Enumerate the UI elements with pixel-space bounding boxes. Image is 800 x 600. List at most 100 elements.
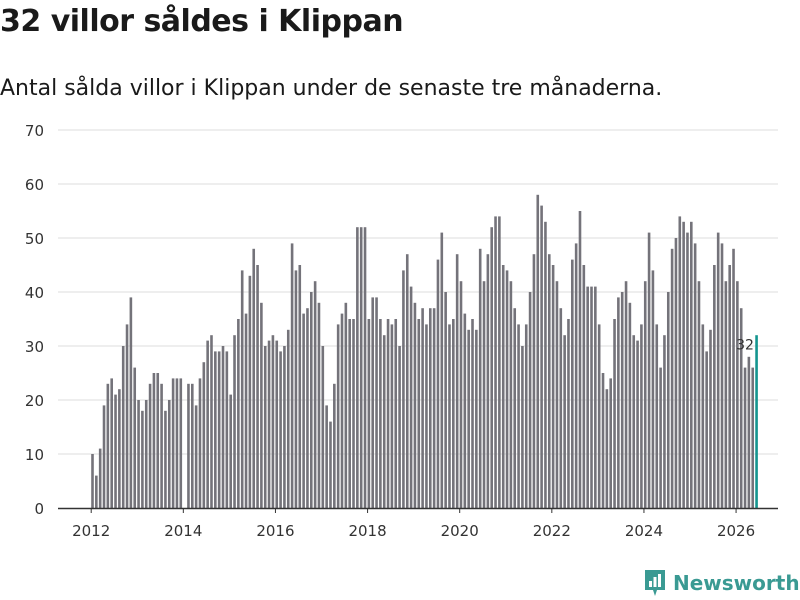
bar[interactable] bbox=[690, 221, 693, 509]
bar[interactable] bbox=[210, 335, 213, 508]
bar[interactable] bbox=[248, 275, 252, 508]
bar[interactable] bbox=[125, 324, 129, 508]
bar[interactable] bbox=[478, 248, 482, 509]
bar[interactable] bbox=[682, 221, 685, 509]
bar[interactable] bbox=[751, 367, 755, 508]
bar[interactable] bbox=[333, 383, 336, 508]
newsworthy-logo[interactable]: Newsworthy bbox=[643, 568, 800, 598]
bar[interactable] bbox=[651, 270, 655, 508]
bar[interactable] bbox=[643, 281, 647, 508]
bar[interactable] bbox=[663, 335, 666, 508]
bar[interactable] bbox=[102, 405, 106, 508]
bar[interactable] bbox=[482, 281, 486, 508]
bar[interactable] bbox=[567, 319, 570, 508]
bar[interactable] bbox=[187, 383, 190, 508]
bar[interactable] bbox=[440, 232, 444, 508]
bar[interactable] bbox=[336, 324, 340, 508]
bar[interactable] bbox=[559, 308, 563, 508]
bar[interactable] bbox=[571, 259, 574, 508]
bar[interactable] bbox=[156, 373, 160, 508]
bar[interactable] bbox=[152, 373, 156, 508]
bar[interactable] bbox=[624, 281, 628, 508]
bar[interactable] bbox=[179, 378, 183, 508]
bar[interactable] bbox=[133, 367, 137, 508]
bar[interactable] bbox=[540, 205, 543, 508]
bar[interactable] bbox=[728, 265, 731, 508]
bar[interactable] bbox=[363, 227, 367, 508]
bar[interactable] bbox=[452, 319, 455, 508]
bar[interactable] bbox=[244, 313, 248, 508]
bar[interactable] bbox=[352, 319, 355, 508]
bar[interactable] bbox=[283, 346, 286, 508]
bar[interactable] bbox=[636, 340, 639, 508]
bar[interactable] bbox=[118, 389, 121, 508]
bar[interactable] bbox=[467, 329, 470, 508]
bar[interactable] bbox=[425, 324, 428, 508]
bar[interactable] bbox=[329, 421, 332, 508]
bar-latest[interactable] bbox=[755, 335, 758, 508]
bar[interactable] bbox=[194, 405, 198, 508]
bar[interactable] bbox=[202, 362, 206, 508]
bar[interactable] bbox=[237, 319, 240, 508]
bar[interactable] bbox=[713, 265, 716, 508]
bar[interactable] bbox=[256, 265, 259, 508]
bar[interactable] bbox=[263, 346, 267, 508]
bar[interactable] bbox=[555, 281, 559, 508]
bar[interactable] bbox=[547, 254, 551, 508]
bar[interactable] bbox=[475, 329, 478, 508]
bar[interactable] bbox=[732, 248, 735, 509]
bar[interactable] bbox=[214, 351, 217, 508]
bar[interactable] bbox=[620, 292, 624, 508]
bar[interactable] bbox=[225, 351, 229, 508]
bar[interactable] bbox=[594, 286, 597, 508]
bar[interactable] bbox=[498, 216, 501, 508]
bar[interactable] bbox=[586, 286, 589, 508]
bar[interactable] bbox=[402, 270, 405, 508]
bar[interactable] bbox=[659, 367, 662, 508]
bar[interactable] bbox=[532, 254, 536, 508]
bar[interactable] bbox=[421, 308, 424, 508]
bar[interactable] bbox=[628, 302, 632, 508]
bar[interactable] bbox=[720, 243, 724, 508]
bar[interactable] bbox=[148, 383, 152, 508]
bar[interactable] bbox=[348, 319, 351, 508]
bar[interactable] bbox=[743, 367, 747, 508]
bar[interactable] bbox=[306, 308, 309, 508]
bar[interactable] bbox=[582, 265, 586, 508]
bar[interactable] bbox=[398, 346, 401, 508]
bar[interactable] bbox=[390, 324, 394, 508]
bar[interactable] bbox=[141, 410, 144, 508]
bar[interactable] bbox=[597, 324, 601, 508]
bar[interactable] bbox=[294, 270, 298, 508]
bar[interactable] bbox=[436, 259, 440, 508]
bar[interactable] bbox=[191, 383, 194, 508]
bar[interactable] bbox=[716, 232, 720, 508]
bar[interactable] bbox=[709, 329, 712, 508]
bar[interactable] bbox=[409, 286, 413, 508]
bar[interactable] bbox=[229, 394, 232, 508]
bar[interactable] bbox=[432, 308, 436, 508]
bar[interactable] bbox=[459, 281, 463, 508]
bar[interactable] bbox=[114, 394, 117, 508]
bar[interactable] bbox=[524, 324, 528, 508]
bar[interactable] bbox=[444, 292, 447, 508]
bar[interactable] bbox=[98, 448, 102, 508]
bar[interactable] bbox=[670, 248, 674, 509]
bar[interactable] bbox=[501, 265, 505, 508]
bar[interactable] bbox=[175, 378, 179, 508]
bar[interactable] bbox=[121, 346, 125, 508]
bar[interactable] bbox=[413, 302, 417, 508]
bar[interactable] bbox=[260, 302, 263, 508]
bar[interactable] bbox=[233, 335, 236, 508]
bar[interactable] bbox=[455, 254, 459, 508]
bar[interactable] bbox=[428, 308, 432, 508]
bar[interactable] bbox=[206, 340, 209, 508]
bar[interactable] bbox=[321, 346, 325, 508]
bar[interactable] bbox=[448, 324, 451, 508]
bar[interactable] bbox=[701, 324, 705, 508]
bar[interactable] bbox=[129, 297, 133, 508]
bar[interactable] bbox=[705, 351, 708, 508]
bar[interactable] bbox=[640, 324, 643, 508]
bar[interactable] bbox=[578, 211, 582, 508]
bar[interactable] bbox=[417, 319, 421, 508]
